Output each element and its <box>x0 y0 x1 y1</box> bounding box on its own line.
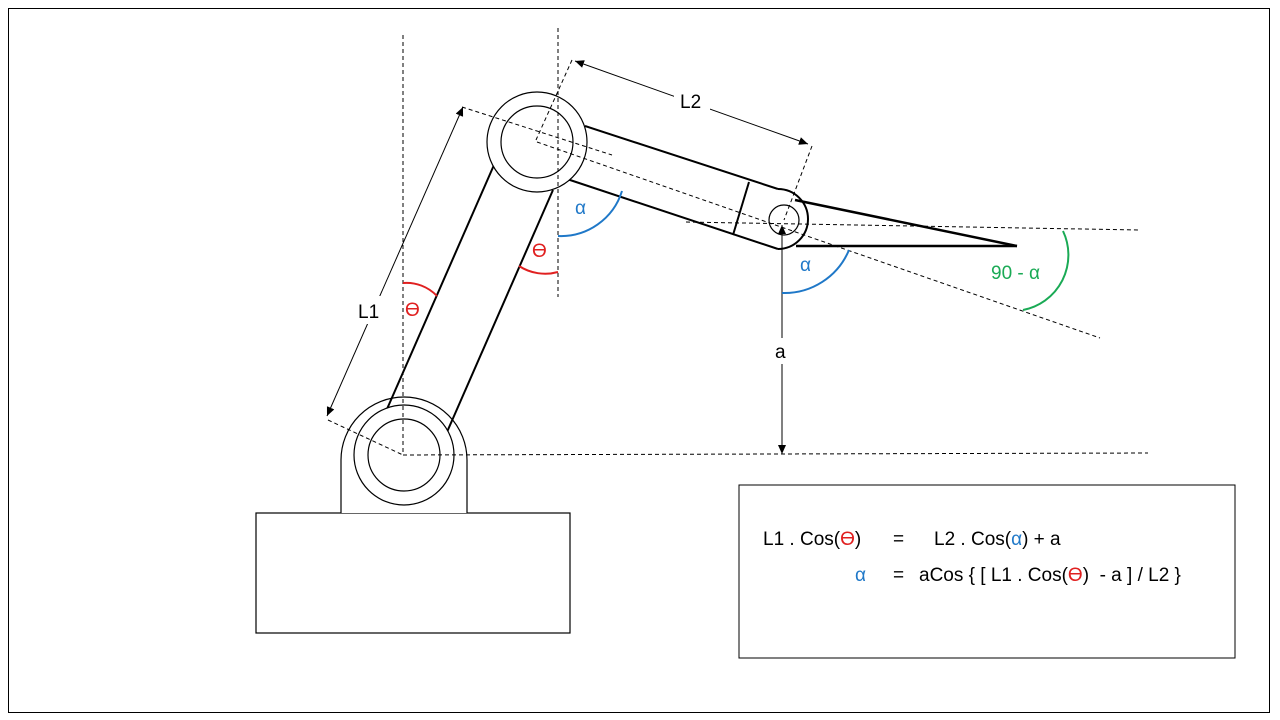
alpha-label-elbow: α <box>575 198 586 219</box>
equation-line-2-equals: = <box>893 565 904 586</box>
link1-edge-right <box>446 189 554 433</box>
equation-line-1-right: L2 . Cos(α) + a <box>934 529 1061 550</box>
l1-label: L1 <box>358 302 379 323</box>
wrist-horizontal-ref <box>685 221 1139 231</box>
link1-perp-top <box>461 106 613 156</box>
equation-box <box>738 484 1236 659</box>
alpha-arc-elbow <box>557 190 623 238</box>
l2-perp-left <box>535 59 573 141</box>
link2-edge-bottom <box>566 178 779 250</box>
theta-label-elbow: ϴ <box>532 241 547 262</box>
theta-arc-base <box>402 281 438 297</box>
link2-separator <box>732 181 750 236</box>
base-block <box>255 512 571 634</box>
a-label: a <box>775 342 786 363</box>
theta-arc-elbow <box>518 265 559 275</box>
equation-line-2-right: aCos { [ L1 . Cos(ϴ) - a ] / L2 } <box>919 565 1181 586</box>
equation-line-1-equals: = <box>893 529 904 550</box>
link2-edge-top <box>584 125 779 190</box>
theta-label-base: ϴ <box>405 300 420 321</box>
ninety-minus-alpha-arc <box>1022 230 1070 311</box>
slide-frame <box>8 8 1270 713</box>
ninety-minus-alpha-label: 90 - α <box>991 263 1040 284</box>
gripper-top <box>794 198 1018 248</box>
equation-line-1: L1 . Cos(ϴ) <box>763 529 861 550</box>
l2-label: L2 <box>680 92 701 113</box>
l1-dimension-arrow <box>326 106 464 417</box>
base-horizontal-ref <box>402 452 1149 456</box>
link2-extension <box>536 141 1101 339</box>
l2-perp-right <box>783 145 813 221</box>
alpha-arc-wrist <box>781 249 850 295</box>
wrist-rounded-end <box>777 188 809 250</box>
alpha-label-wrist: α <box>800 255 811 276</box>
equation-line-2-alpha: α <box>855 565 866 586</box>
